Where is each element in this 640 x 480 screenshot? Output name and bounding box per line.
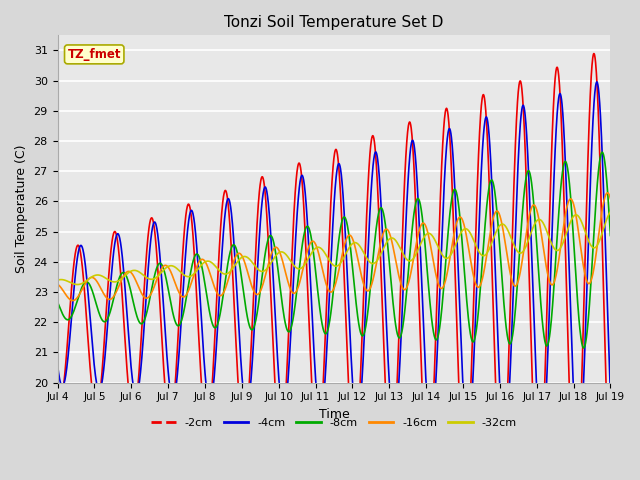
- Legend: -2cm, -4cm, -8cm, -16cm, -32cm: -2cm, -4cm, -8cm, -16cm, -32cm: [147, 414, 521, 432]
- Title: Tonzi Soil Temperature Set D: Tonzi Soil Temperature Set D: [224, 15, 444, 30]
- X-axis label: Time: Time: [319, 408, 349, 421]
- Y-axis label: Soil Temperature (C): Soil Temperature (C): [15, 145, 28, 273]
- Text: TZ_fmet: TZ_fmet: [67, 48, 121, 61]
